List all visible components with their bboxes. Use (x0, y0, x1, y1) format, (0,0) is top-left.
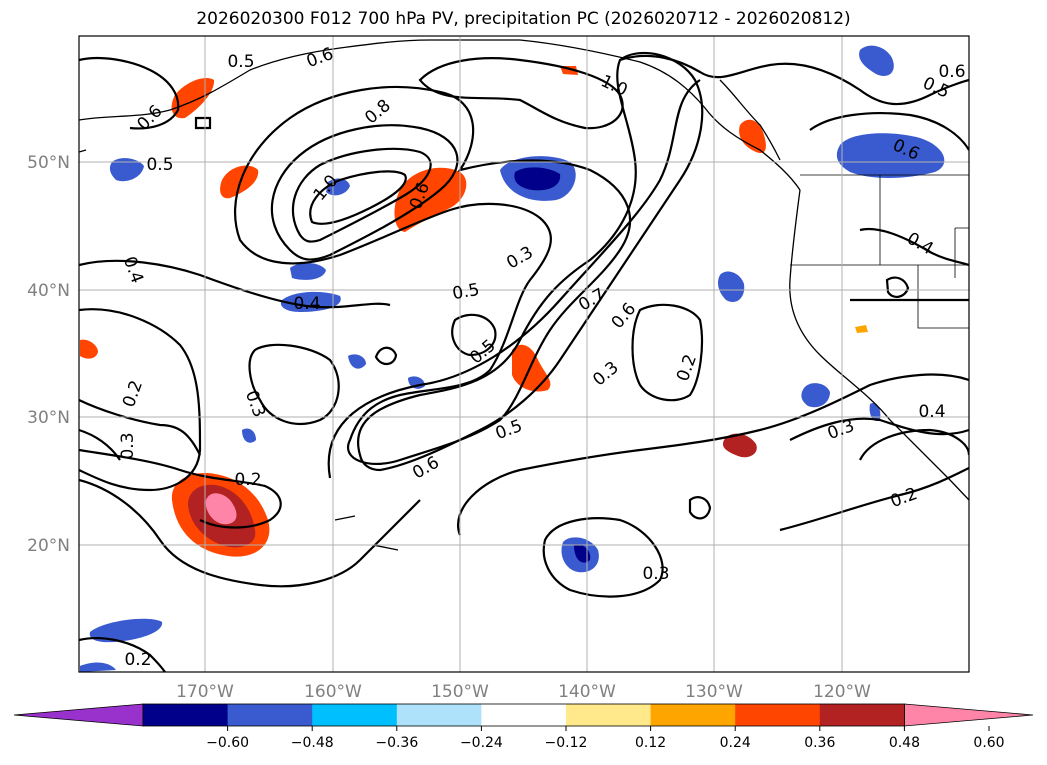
colorbar-tick-label: −0.60 (206, 735, 249, 751)
latitude-labels: 50°N 40°N 30°N 20°N (27, 153, 70, 556)
precip-patches (80, 45, 945, 672)
colorbar-segment (819, 704, 905, 726)
colorbar-segment (481, 704, 567, 726)
colorbar-tick-label: 0.12 (635, 735, 666, 751)
lat-label: 30°N (27, 408, 70, 428)
colorbar-frame (142, 703, 905, 727)
colorbar-segment (566, 704, 652, 726)
lon-label: 150°W (431, 682, 489, 702)
lon-label: 120°W (813, 682, 871, 702)
colorbar-extend-low (13, 703, 144, 727)
map-title: 2026020300 F012 700 hPa PV, precipitatio… (196, 9, 851, 29)
lon-label: 160°W (304, 682, 362, 702)
colorbar-extend-high (904, 703, 1034, 727)
colorbar-tick-label: 0.48 (889, 735, 920, 751)
coastlines (79, 39, 969, 551)
contour-label: 0.3 (118, 432, 138, 459)
contour-label: 0.6 (938, 62, 965, 82)
borders (790, 174, 969, 329)
colorbar-tick-label: −0.48 (291, 735, 334, 751)
colorbar-segment (650, 704, 736, 726)
colorbar-segment (143, 704, 229, 726)
contour-label: 0.3 (642, 564, 669, 584)
graticule (79, 36, 969, 672)
contour-label: 0.5 (451, 280, 481, 304)
colorbar-segment (227, 704, 313, 726)
contour-label: 0.2 (234, 470, 261, 490)
map-frame (78, 35, 970, 673)
lon-label: 170°W (176, 682, 234, 702)
colorbar: −0.60 −0.48 −0.36 −0.24 −0.12 0.12 0.24 0.36 0.4… (13, 703, 1034, 751)
colorbar-tick-label: 0.60 (973, 735, 1004, 751)
lat-label: 20°N (27, 536, 70, 556)
lon-label: 130°W (685, 682, 743, 702)
colorbar-segment (396, 704, 482, 726)
colorbar-segment (735, 704, 821, 726)
lat-label: 40°N (27, 281, 70, 301)
contour-label: 0.4 (918, 402, 945, 422)
colorbar-tick-label: −0.24 (460, 735, 503, 751)
contour-label: 0.4 (293, 294, 320, 314)
lon-label: 140°W (558, 682, 616, 702)
lat-label: 50°N (27, 153, 70, 173)
colorbar-tick-label: −0.12 (545, 735, 588, 751)
contour-label: 0.5 (146, 155, 173, 175)
colorbar-tick-label: 0.24 (720, 735, 751, 751)
longitude-labels: 170°W 160°W 150°W 140°W 130°W 120°W (176, 682, 871, 702)
contour-label: 0.2 (124, 650, 151, 670)
colorbar-tick-label: 0.36 (804, 735, 835, 751)
contour-label: 0.5 (227, 52, 254, 72)
colorbar-segment (312, 704, 398, 726)
colorbar-tick-label: −0.36 (375, 735, 418, 751)
pv-contours (79, 51, 969, 672)
